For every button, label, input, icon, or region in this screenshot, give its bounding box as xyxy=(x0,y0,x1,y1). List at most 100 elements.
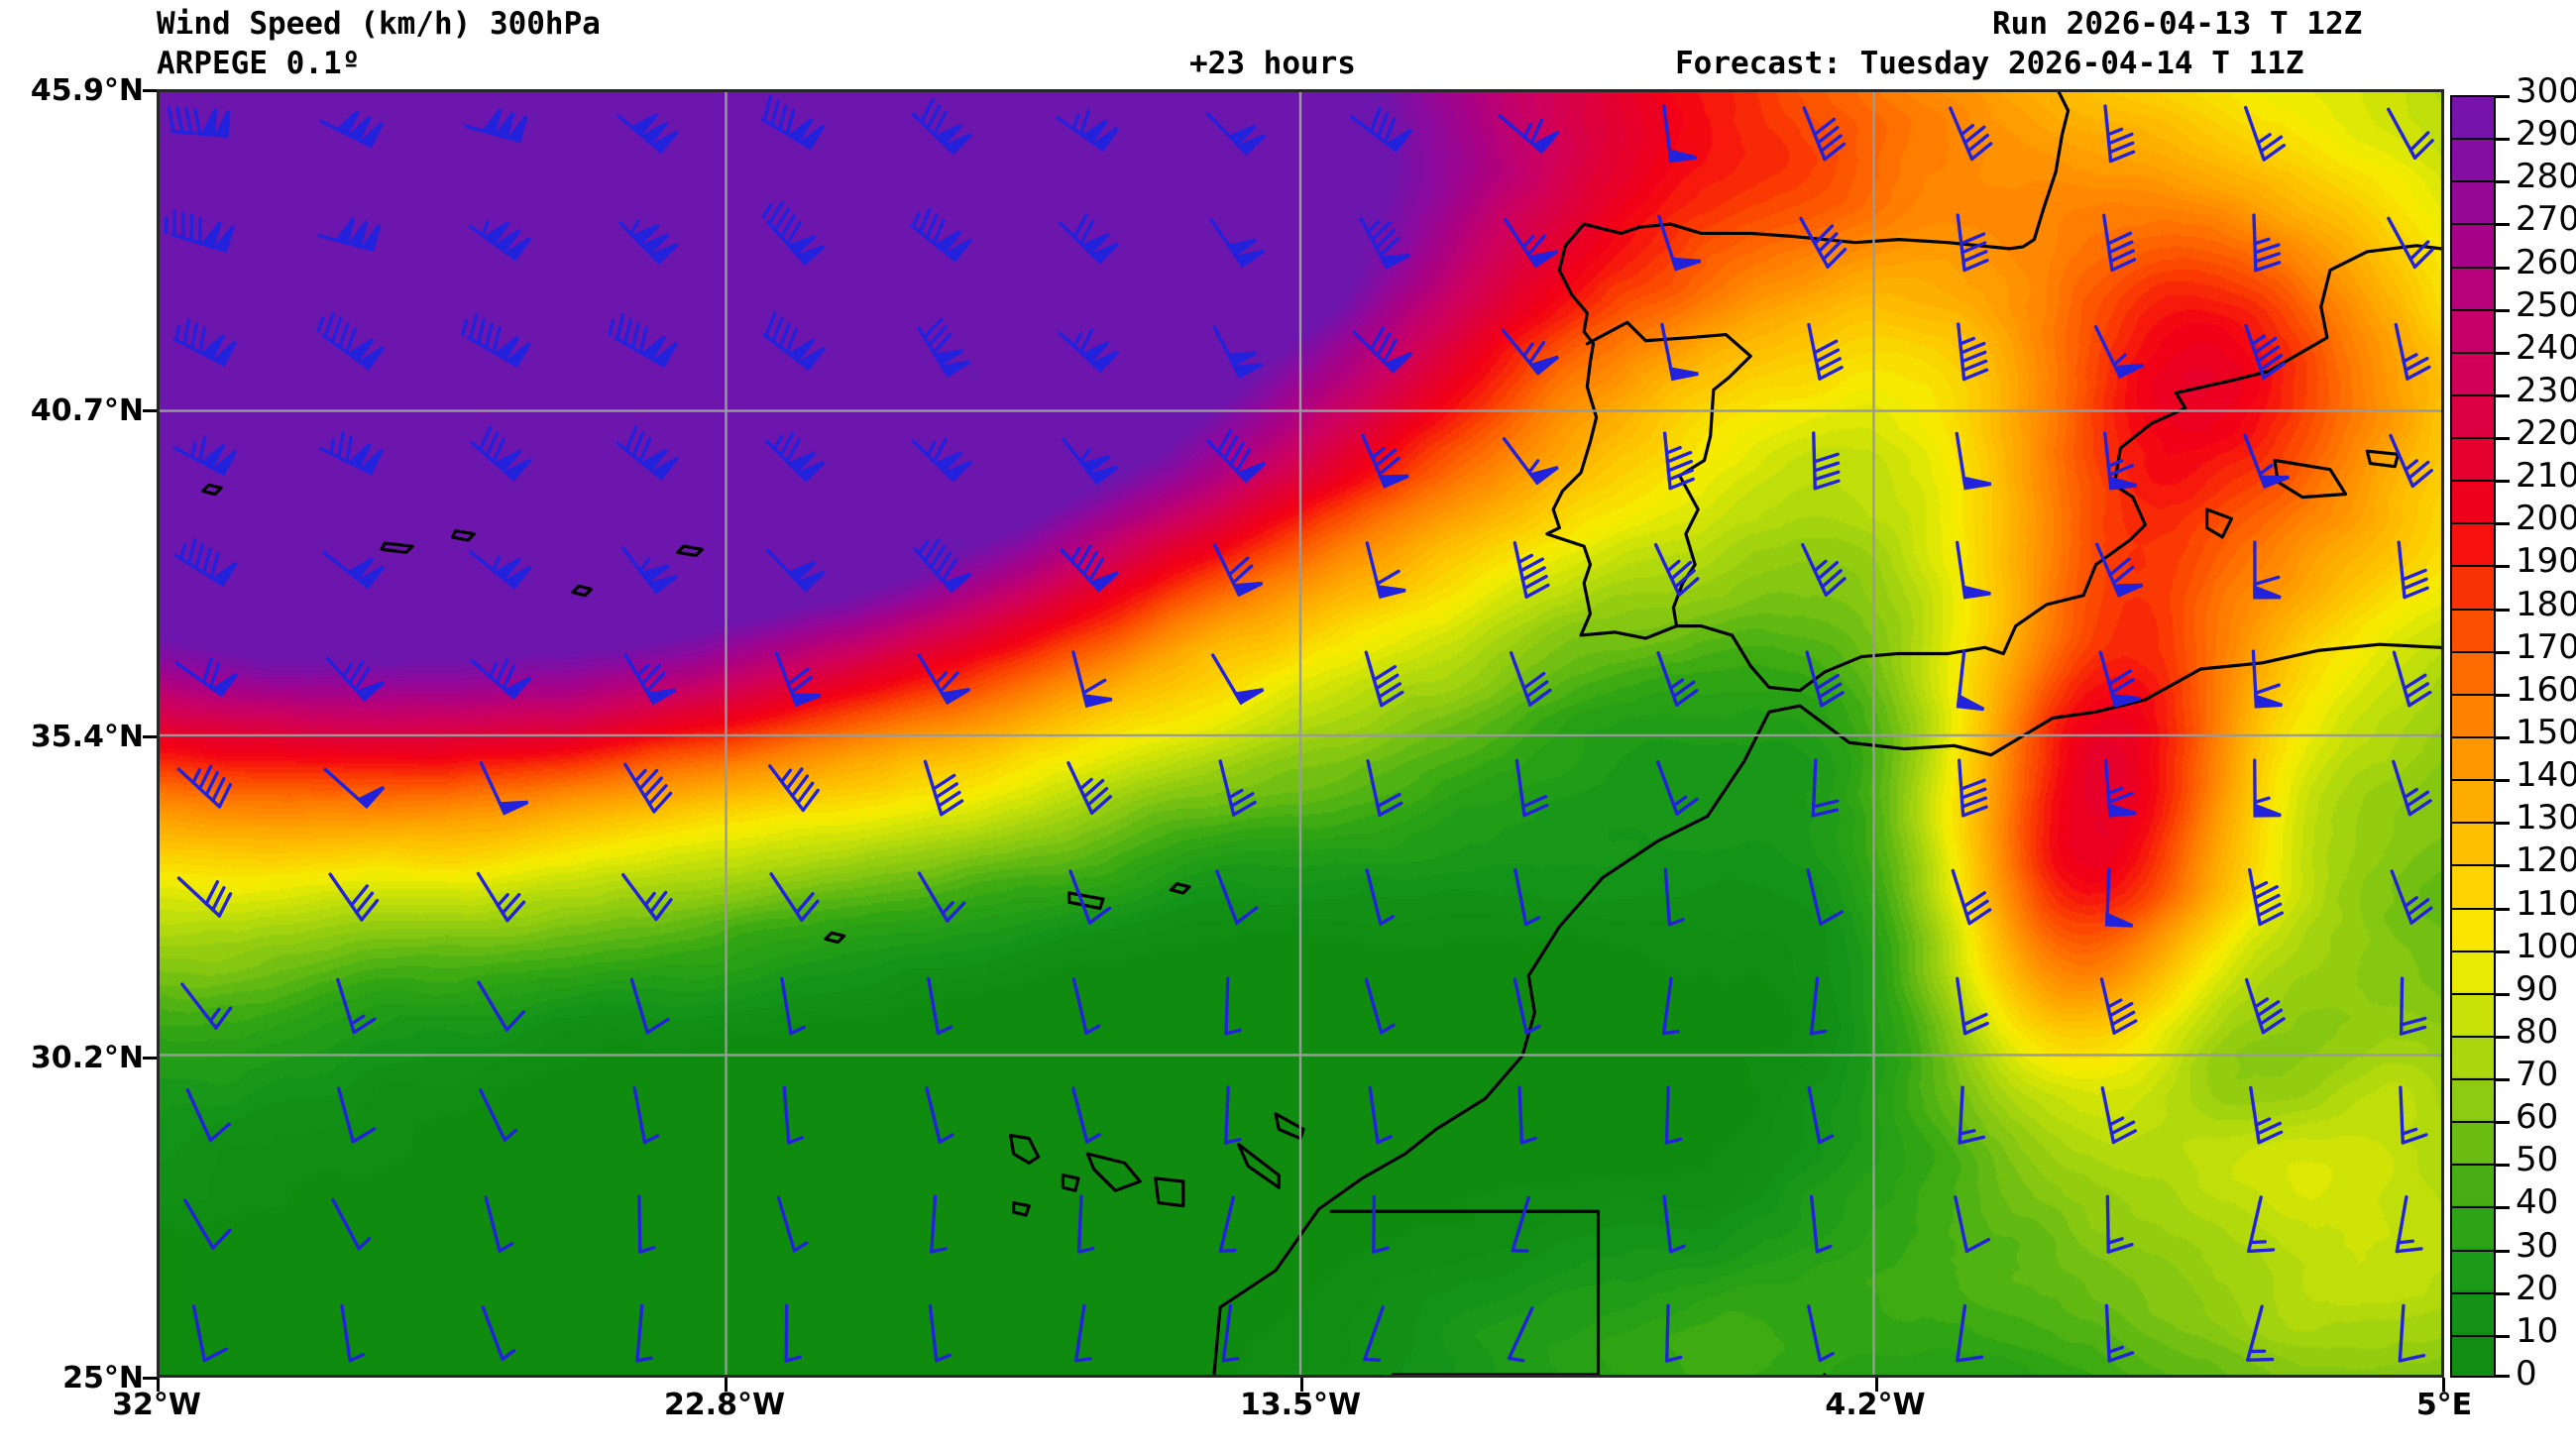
wind-barb xyxy=(1363,1305,1385,1363)
colorbar-separator xyxy=(2450,223,2496,226)
wind-barb xyxy=(1218,759,1257,817)
colorbar-tick-label: 10 xyxy=(2516,1310,2559,1351)
colorbar-tick xyxy=(2496,1121,2510,1125)
wind-barb xyxy=(2253,540,2282,600)
wind-barb xyxy=(1663,867,1685,927)
x-axis-tick-2 xyxy=(1300,1378,1303,1392)
wind-barb xyxy=(1058,328,1120,374)
wind-barb xyxy=(1951,868,1992,926)
wind-barb xyxy=(322,551,386,590)
wind-barb xyxy=(174,657,239,698)
colorbar-tick xyxy=(2496,180,2510,184)
colorbar-tick xyxy=(2496,650,2510,654)
colorbar-tick-label: 160 xyxy=(2516,669,2576,710)
colorbar-tick xyxy=(2496,907,2510,911)
wind-barb xyxy=(185,1088,232,1143)
x-axis-label-3: 4.2°W xyxy=(1825,1388,1926,1422)
x-axis-label-0: 32°W xyxy=(112,1388,201,1422)
colorbar-tick xyxy=(2496,138,2510,142)
wind-barb xyxy=(461,313,531,369)
wind-barb xyxy=(1664,1085,1683,1145)
colorbar-separator xyxy=(2450,1291,2496,1294)
wind-barb xyxy=(1511,1195,1530,1253)
wind-barb xyxy=(164,208,235,254)
wind-barb xyxy=(1205,112,1267,157)
wind-barb xyxy=(1955,431,1992,491)
colorbar-tick xyxy=(2496,1164,2510,1168)
wind-barb xyxy=(2244,105,2287,162)
wind-barb xyxy=(1949,106,1993,162)
x-axis-tick-4 xyxy=(2442,1378,2445,1392)
wind-barb xyxy=(1662,431,1695,491)
colorbar-tick-label: 110 xyxy=(2516,883,2576,924)
wind-barb xyxy=(2244,323,2287,380)
wind-barb xyxy=(336,977,377,1035)
wind-barb xyxy=(1218,1195,1237,1253)
colorbar-tick-label: 150 xyxy=(2516,713,2576,752)
wind-barb xyxy=(629,977,670,1035)
colorbar-tick-label: 200 xyxy=(2516,499,2576,539)
wind-barb xyxy=(2104,1303,2135,1363)
wind-barb-layer xyxy=(164,94,2434,1363)
colorbar-separator xyxy=(2450,437,2496,440)
wind-barb xyxy=(1366,759,1403,817)
wind-barb xyxy=(469,550,532,590)
coastline-path xyxy=(1012,1201,1031,1217)
colorbar-tick-label: 300 xyxy=(2516,71,2576,111)
wind-barb xyxy=(2398,1303,2426,1363)
wind-barb xyxy=(1956,976,1989,1036)
coastline-path xyxy=(1545,244,2441,693)
x-axis-tick-1 xyxy=(725,1378,728,1392)
wind-barb xyxy=(1802,106,1847,162)
coastline-path xyxy=(1212,642,2441,1375)
wind-barb xyxy=(1221,1303,1240,1363)
wind-barb xyxy=(1056,109,1119,153)
wind-barb xyxy=(1205,428,1267,484)
wind-barb xyxy=(2100,1086,2138,1145)
colorbar-tick xyxy=(2496,480,2510,484)
colorbar-tick xyxy=(2496,1206,2510,1210)
colorbar-tick-label: 260 xyxy=(2516,242,2576,282)
colorbar-separator xyxy=(2450,822,2496,825)
wind-barb xyxy=(176,876,233,918)
wind-barb xyxy=(2102,431,2138,491)
wind-barb xyxy=(1662,104,1697,164)
wind-barb xyxy=(2103,758,2137,818)
wind-barb xyxy=(1365,868,1396,926)
page-title: Wind Speed (km/h) 300hPa xyxy=(157,6,601,42)
wind-barb xyxy=(1507,1306,1534,1363)
weather-map-plot[interactable] xyxy=(157,89,2444,1378)
wind-barb xyxy=(2251,649,2283,709)
y-axis-tick-1 xyxy=(143,409,157,412)
colorbar-tick xyxy=(2496,1035,2510,1039)
wind-barb xyxy=(608,313,678,369)
y-axis-label-3: 30.2°N xyxy=(30,1041,144,1075)
wind-barb xyxy=(191,1304,229,1363)
wind-barb xyxy=(2399,1085,2428,1145)
colorbar-separators xyxy=(2450,95,2496,1378)
coastline-path xyxy=(1067,891,1105,911)
wind-barb xyxy=(617,219,679,266)
colorbar-tick-label: 170 xyxy=(2516,626,2576,667)
colorbar-tick-label: 100 xyxy=(2516,926,2576,966)
wind-barb xyxy=(1514,758,1549,818)
y-axis-tick-0 xyxy=(143,89,157,92)
wind-barb xyxy=(2397,540,2429,600)
colorbar-separator xyxy=(2450,1078,2496,1081)
wind-barb xyxy=(317,217,382,253)
coastline-path xyxy=(1169,882,1191,895)
colorbar-tick-label: 240 xyxy=(2516,327,2576,368)
wind-barb xyxy=(1662,1194,1686,1254)
gridline-layer xyxy=(160,92,2441,1375)
colorbar-separator xyxy=(2450,565,2496,568)
wind-barb xyxy=(2249,1085,2284,1145)
colorbar-separator xyxy=(2450,180,2496,183)
wind-barb xyxy=(1504,217,1559,269)
colorbar-tick xyxy=(2496,1078,2510,1082)
wind-barb xyxy=(328,872,380,922)
wind-barb xyxy=(1350,106,1413,154)
wind-barb xyxy=(2248,867,2285,927)
colorbar-separator xyxy=(2450,1334,2496,1337)
wind-barb xyxy=(1073,1303,1092,1363)
wind-barb xyxy=(1807,322,1844,381)
